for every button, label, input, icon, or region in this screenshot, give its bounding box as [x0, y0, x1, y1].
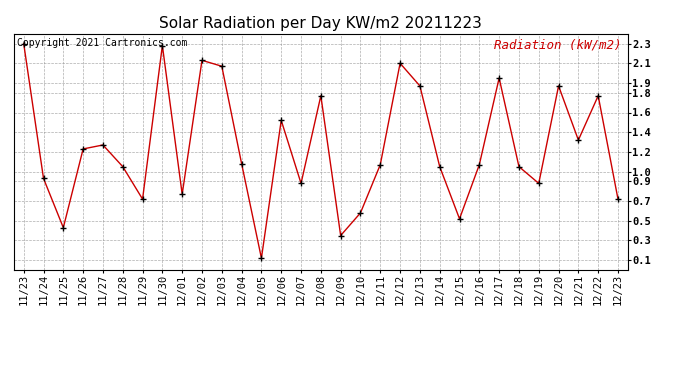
Text: Copyright 2021 Cartronics.com: Copyright 2021 Cartronics.com: [17, 39, 187, 48]
Title: Solar Radiation per Day KW/m2 20211223: Solar Radiation per Day KW/m2 20211223: [159, 16, 482, 31]
Text: Radiation (kW/m2): Radiation (kW/m2): [494, 39, 622, 51]
